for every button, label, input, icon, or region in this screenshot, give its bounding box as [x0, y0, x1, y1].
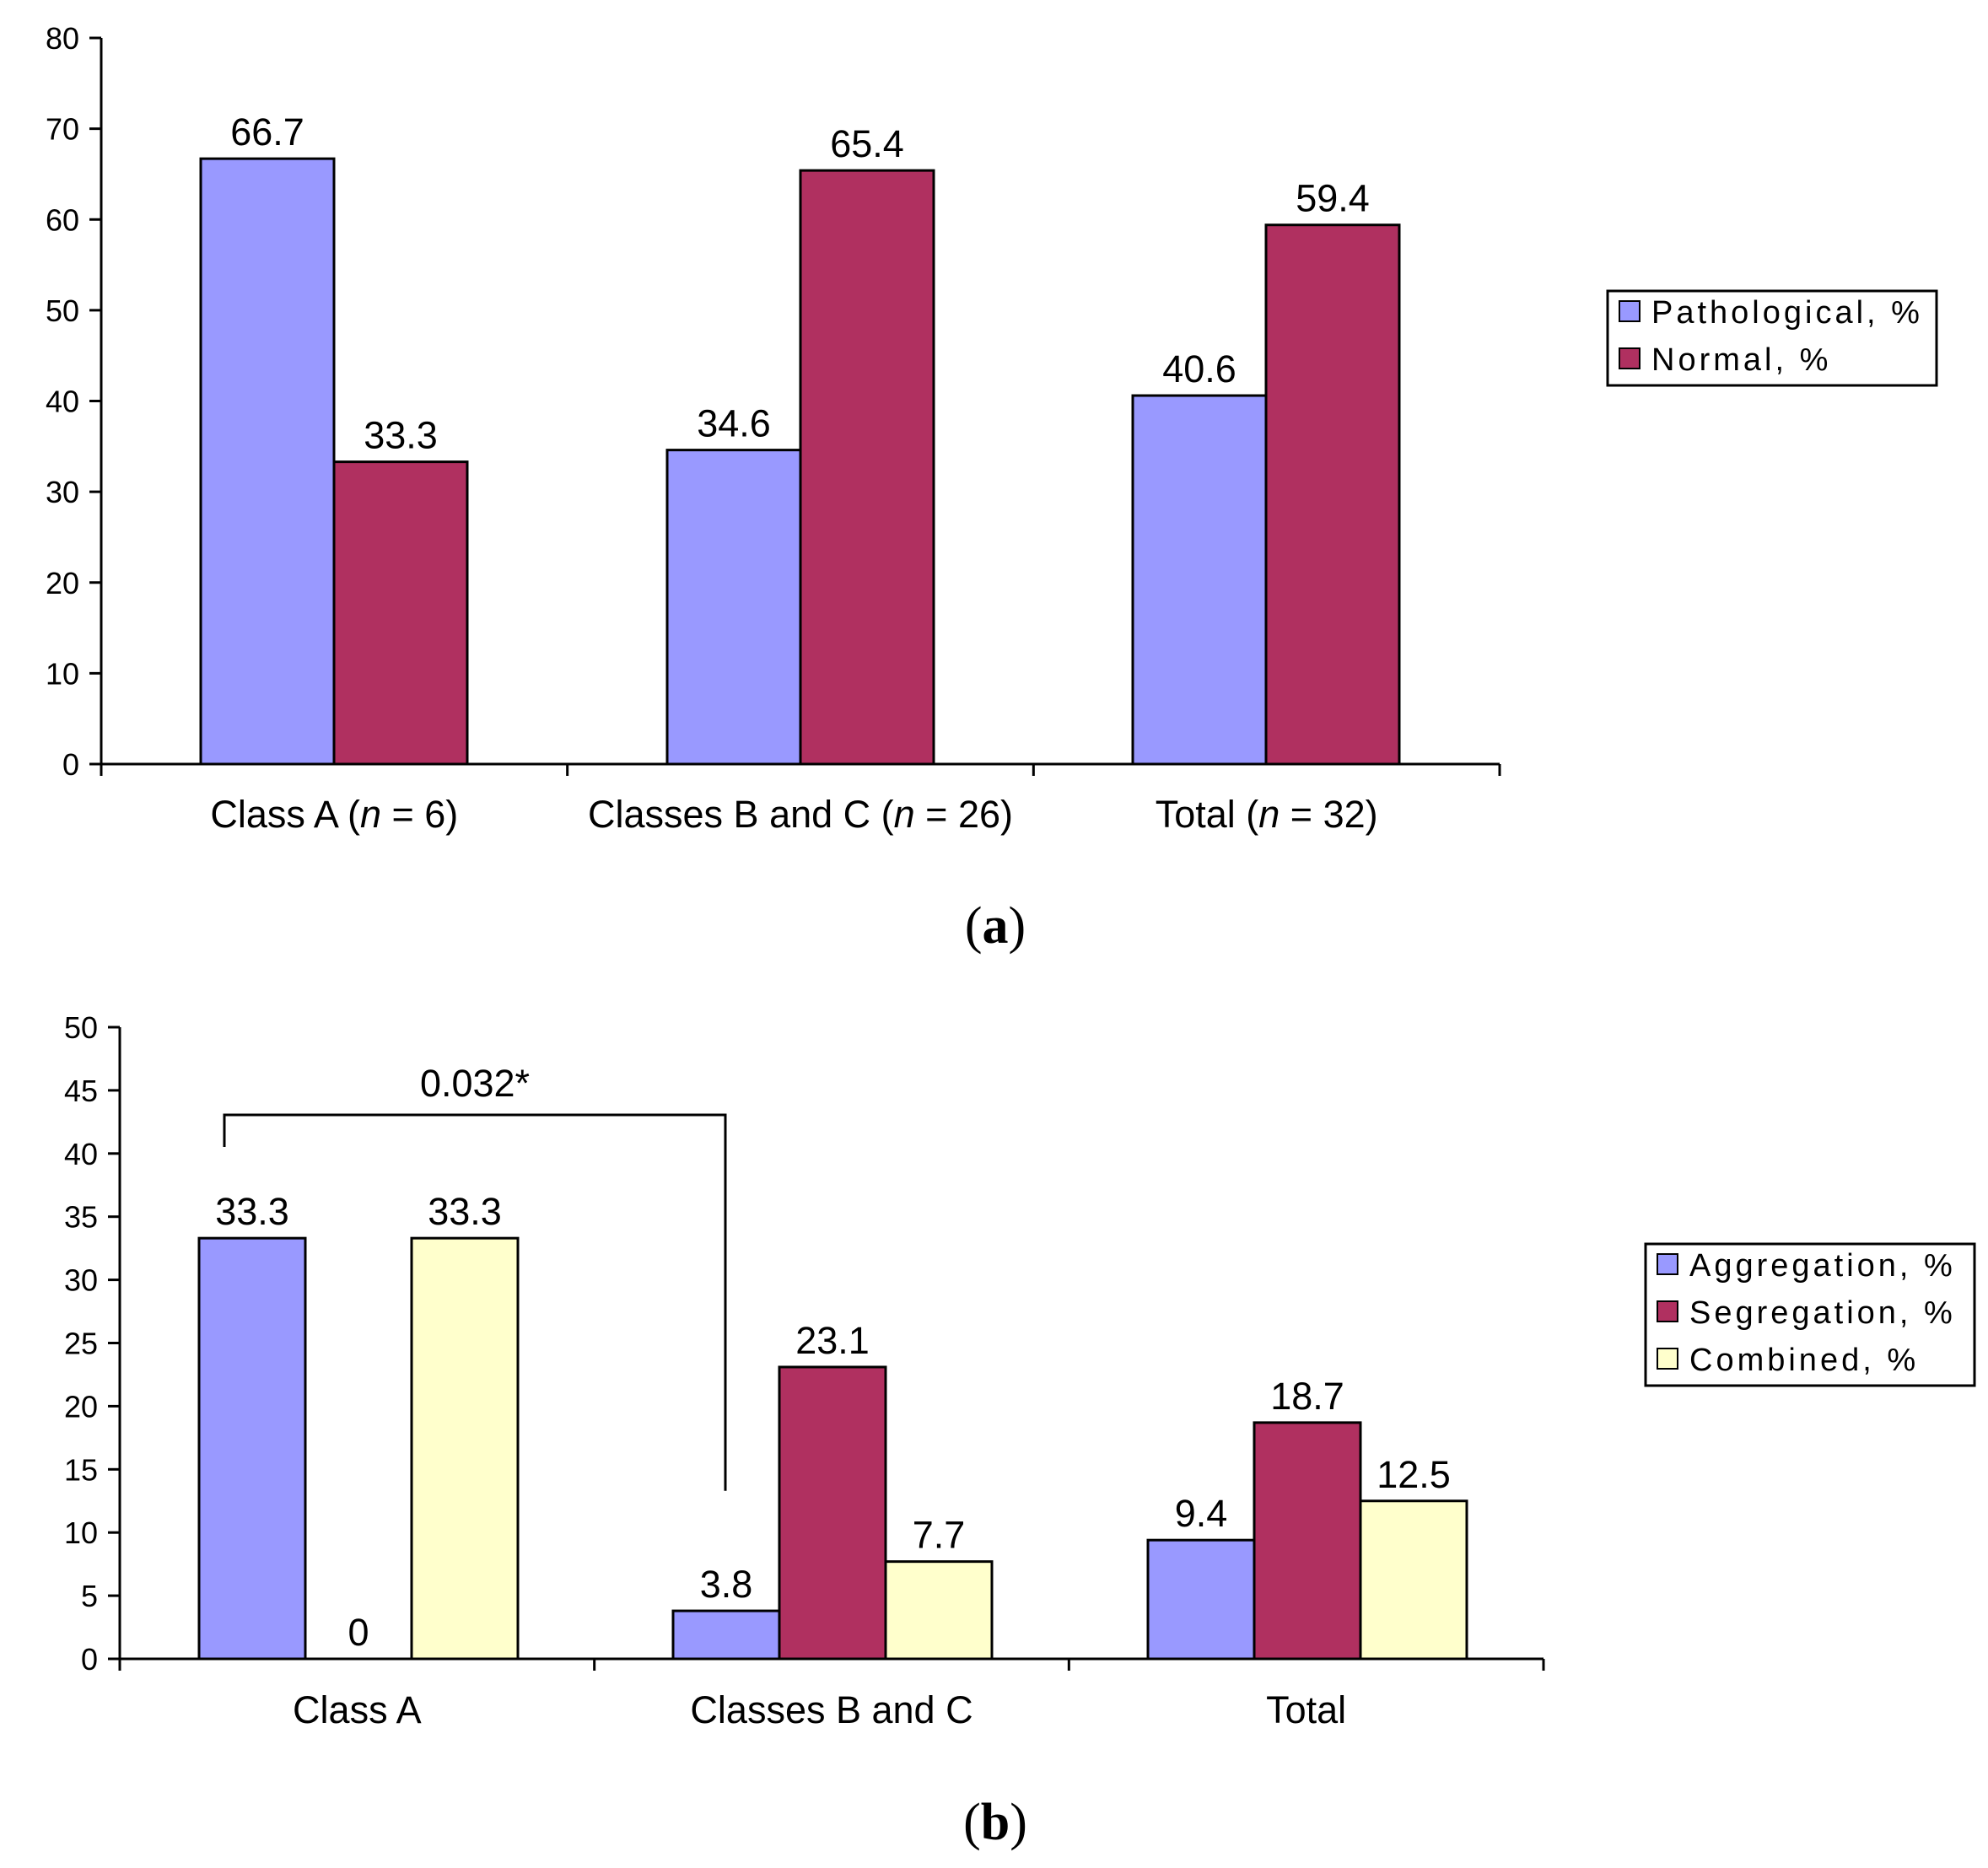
y-tick-label: 30 [64, 1263, 98, 1298]
bar-pathological [1131, 394, 1268, 766]
chart-panel-a: 0 10 20 30 40 50 60 70 80 66.7 34.6 40.6 33.3 65.4 59.… [46, 21, 1938, 955]
data-label: 40.6 [1162, 347, 1236, 390]
bar-combined [410, 1236, 520, 1661]
caption-letter: b [981, 1794, 1010, 1851]
bar-normal [1264, 223, 1401, 766]
category-rest: = 32) [1280, 793, 1377, 836]
y-tick-label: 80 [46, 21, 79, 56]
y-tick-label: 45 [64, 1074, 98, 1108]
data-label: 59.4 [1296, 177, 1370, 220]
bar-segregation [1253, 1421, 1362, 1661]
data-label: 33.3 [428, 1190, 502, 1233]
legend-label: Combined, % [1689, 1343, 1919, 1378]
y-tick-label: 30 [46, 475, 79, 509]
caption-paren: ( [963, 1794, 981, 1851]
data-label: 3.8 [700, 1563, 753, 1606]
legend: Pathological, % Normal, % [1606, 289, 1938, 387]
legend-swatch [1619, 300, 1641, 322]
data-label: 33.3 [215, 1190, 289, 1233]
y-tick-label: 50 [46, 293, 79, 328]
category-text: Total ( [1156, 793, 1259, 836]
data-label: 34.6 [697, 402, 771, 445]
significance-bracket [223, 1113, 727, 1491]
legend: Aggregation, % Segregation, % Combined, % [1644, 1242, 1976, 1387]
bar-combined [1359, 1499, 1468, 1661]
y-tick-label: 0 [62, 747, 79, 782]
category-text: Class A ( [210, 793, 360, 836]
caption-letter: a [983, 897, 1009, 955]
bar-pathological [199, 157, 336, 766]
bar-aggregation [197, 1236, 307, 1661]
legend-swatch [1657, 1348, 1678, 1370]
data-label: 23.1 [795, 1319, 870, 1362]
data-label: 18.7 [1270, 1375, 1344, 1418]
data-label: 12.5 [1377, 1453, 1451, 1496]
y-tick-label: 60 [46, 202, 79, 237]
y-tick-label: 40 [64, 1137, 98, 1171]
legend-label: Aggregation, % [1689, 1248, 1956, 1284]
category-text: Total [1266, 1688, 1346, 1731]
legend-box [1644, 1242, 1976, 1387]
data-label: 0 [347, 1611, 369, 1654]
bar-normal [332, 460, 469, 766]
y-tick-label: 35 [64, 1200, 98, 1235]
x-category-label: Classes B and C (n = 26) [588, 793, 1013, 836]
caption-paren: ( [965, 897, 983, 955]
bar-normal [799, 169, 935, 766]
x-category-label: Total (n = 32) [1156, 793, 1378, 836]
x-category-label: Class A [293, 1688, 422, 1731]
data-label: 7.7 [913, 1514, 966, 1557]
data-label: 33.3 [364, 414, 438, 457]
bar-pathological [665, 449, 802, 766]
legend-swatch [1657, 1300, 1678, 1322]
bar-combined [884, 1560, 994, 1661]
bar-aggregation [671, 1609, 781, 1661]
category-rest: = 6) [381, 793, 458, 836]
category-rest: = 26) [915, 793, 1013, 836]
data-label: 9.4 [1175, 1492, 1228, 1535]
category-text: Classes B and C ( [588, 793, 894, 836]
panel-caption: (a) [965, 897, 1026, 955]
bar-segregation [778, 1365, 887, 1661]
data-label: 66.7 [230, 110, 304, 153]
data-label: 65.4 [830, 122, 904, 165]
y-tick-label: 0 [81, 1642, 98, 1677]
y-tick-label: 20 [64, 1389, 98, 1424]
chart-panel-b: 0 5 10 15 20 25 30 35 40 45 50 33.3 3.8 9.4 0 23.1 18.7 3… [64, 1010, 1976, 1851]
y-tick-label: 10 [64, 1515, 98, 1550]
y-tick-label: 70 [46, 112, 79, 147]
panel-caption: (b) [963, 1794, 1027, 1851]
category-text: Classes B and C [690, 1688, 972, 1731]
category-text: Class A [293, 1688, 422, 1731]
y-tick-label: 40 [46, 385, 79, 419]
caption-paren: ) [1010, 1794, 1027, 1851]
x-category-label: Classes B and C [690, 1688, 972, 1731]
legend-swatch [1657, 1253, 1678, 1275]
category-italic: n [894, 793, 915, 836]
category-italic: n [1258, 793, 1280, 836]
y-tick-label: 20 [46, 566, 79, 600]
bar-aggregation [1146, 1538, 1256, 1661]
y-tick-label: 10 [46, 656, 79, 691]
significance-label: 0.032* [420, 1062, 530, 1105]
legend-box [1606, 289, 1938, 387]
y-tick-label: 15 [64, 1452, 98, 1487]
caption-paren: ) [1009, 897, 1026, 955]
x-category-label: Total [1266, 1688, 1346, 1731]
legend-label: Pathological, % [1651, 295, 1923, 331]
legend-label: Segregation, % [1689, 1295, 1956, 1331]
x-category-label: Class A (n = 6) [210, 793, 458, 836]
legend-swatch [1619, 347, 1641, 369]
legend-label: Normal, % [1651, 342, 1831, 378]
category-italic: n [360, 793, 381, 836]
y-tick-label: 50 [64, 1010, 98, 1045]
y-tick-label: 25 [64, 1327, 98, 1361]
y-tick-label: 5 [81, 1579, 98, 1613]
